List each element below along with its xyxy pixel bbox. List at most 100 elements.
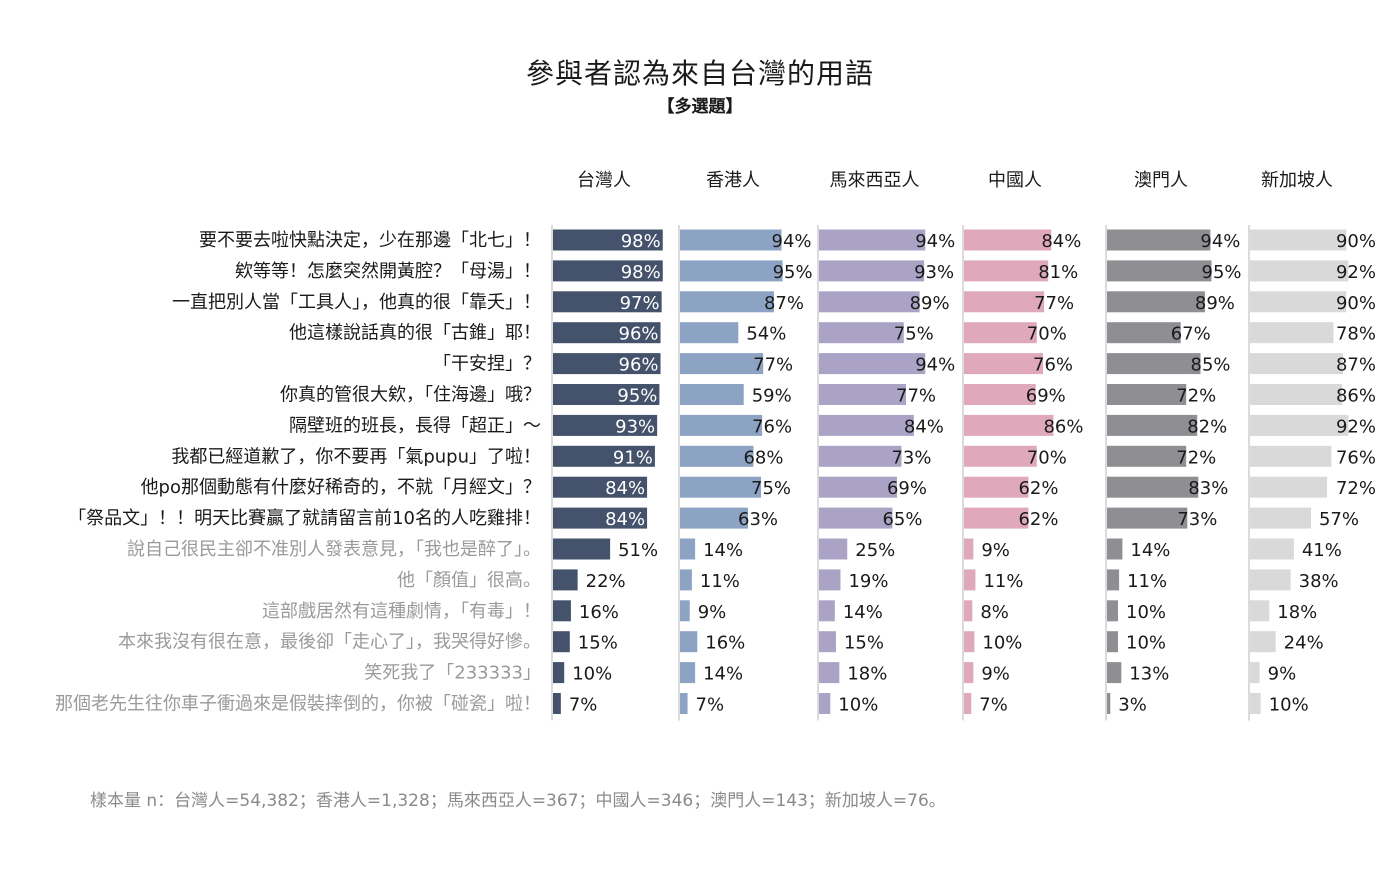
bar bbox=[1250, 384, 1343, 405]
bar bbox=[1250, 569, 1291, 591]
data-label: 8% bbox=[980, 602, 1009, 623]
bar bbox=[964, 353, 1044, 375]
bar bbox=[964, 538, 974, 560]
series-header: 馬來西亞人 bbox=[830, 170, 920, 191]
bar bbox=[1107, 476, 1199, 498]
data-label: 69% bbox=[1026, 386, 1066, 407]
bar bbox=[964, 693, 972, 714]
bar bbox=[553, 229, 663, 251]
data-label: 72% bbox=[1336, 478, 1376, 499]
bar bbox=[1107, 322, 1181, 344]
bar bbox=[819, 662, 840, 684]
data-label: 95% bbox=[617, 386, 657, 407]
category-label: 他「顏值」很高。 bbox=[397, 570, 541, 591]
bar bbox=[819, 507, 893, 529]
bar bbox=[553, 507, 648, 529]
category-label: 說自己很民主卻不准別人發表意見，「我也是醉了」。 bbox=[127, 539, 541, 560]
data-label: 51% bbox=[618, 540, 658, 561]
bar bbox=[680, 260, 783, 282]
data-label: 63% bbox=[738, 509, 778, 530]
bar bbox=[964, 569, 976, 591]
bar bbox=[680, 291, 774, 313]
data-label: 3% bbox=[1118, 695, 1147, 716]
bar bbox=[680, 569, 692, 591]
bar bbox=[1250, 414, 1349, 436]
data-label: 86% bbox=[1336, 386, 1376, 407]
data-label: 54% bbox=[746, 324, 786, 345]
data-label: 73% bbox=[1177, 509, 1217, 530]
category-label: 笑死我了「233333」 bbox=[364, 663, 541, 684]
data-label: 76% bbox=[1336, 447, 1376, 468]
data-label: 84% bbox=[605, 478, 645, 499]
bar bbox=[819, 322, 904, 344]
bar bbox=[1107, 414, 1198, 436]
category-label: 隔壁班的班長，長得「超正」～ bbox=[289, 415, 541, 436]
bar bbox=[680, 476, 761, 498]
bar bbox=[964, 662, 974, 684]
bar bbox=[553, 693, 561, 714]
data-label: 83% bbox=[1188, 478, 1228, 499]
bar bbox=[1107, 384, 1187, 405]
bar bbox=[680, 353, 764, 375]
data-label: 86% bbox=[1043, 416, 1083, 437]
data-label: 87% bbox=[764, 293, 804, 314]
data-label: 77% bbox=[1034, 293, 1074, 314]
bar bbox=[1107, 569, 1120, 591]
data-label: 90% bbox=[1336, 293, 1376, 314]
bar bbox=[1250, 507, 1311, 529]
data-label: 76% bbox=[752, 416, 792, 437]
data-label: 91% bbox=[613, 447, 653, 468]
bar bbox=[1250, 600, 1270, 622]
bar bbox=[819, 384, 907, 405]
bar bbox=[1107, 538, 1123, 560]
data-label: 67% bbox=[1171, 324, 1211, 345]
data-label: 70% bbox=[1027, 324, 1067, 345]
data-label: 65% bbox=[882, 509, 922, 530]
bar bbox=[1250, 260, 1349, 282]
bar bbox=[819, 693, 831, 714]
bar bbox=[1250, 693, 1261, 714]
bar bbox=[964, 631, 975, 653]
bar bbox=[553, 631, 570, 653]
data-label: 10% bbox=[1126, 633, 1166, 654]
data-label: 14% bbox=[843, 602, 883, 623]
category-label: 我都已經道歉了，你不要再「氣pupu」了啦！ bbox=[171, 446, 541, 467]
bar bbox=[964, 600, 973, 622]
data-label: 87% bbox=[1336, 355, 1376, 376]
bar bbox=[1250, 291, 1347, 313]
data-label: 10% bbox=[1269, 695, 1309, 716]
data-label: 38% bbox=[1299, 571, 1339, 592]
data-label: 18% bbox=[1277, 602, 1317, 623]
bar bbox=[964, 476, 1029, 498]
data-label: 9% bbox=[981, 664, 1010, 685]
data-label: 84% bbox=[605, 509, 645, 530]
bar bbox=[964, 507, 1029, 529]
series-header: 新加坡人 bbox=[1261, 170, 1333, 191]
bar bbox=[680, 693, 688, 714]
data-label: 93% bbox=[615, 416, 655, 437]
bar bbox=[680, 229, 782, 251]
bar bbox=[1107, 353, 1201, 375]
data-label: 7% bbox=[696, 695, 725, 716]
data-label: 73% bbox=[891, 447, 931, 468]
bar bbox=[1250, 322, 1334, 344]
category-label: 你真的管很大欸，「住海邊」哦？ bbox=[280, 385, 541, 406]
bar bbox=[819, 414, 914, 436]
bar bbox=[1250, 538, 1294, 560]
bar bbox=[1107, 260, 1212, 282]
bar bbox=[1107, 229, 1211, 251]
bar bbox=[964, 445, 1037, 467]
data-label: 9% bbox=[698, 602, 727, 623]
category-label: 他這樣說話真的很「古錐」耶！ bbox=[289, 323, 541, 344]
data-label: 18% bbox=[847, 664, 887, 685]
bar bbox=[680, 322, 739, 344]
bar bbox=[819, 229, 926, 251]
data-label: 11% bbox=[983, 571, 1023, 592]
data-label: 25% bbox=[855, 540, 895, 561]
data-label: 89% bbox=[1195, 293, 1235, 314]
data-label: 96% bbox=[619, 324, 659, 345]
data-label: 84% bbox=[904, 416, 944, 437]
category-label: 「干安捏」？ bbox=[433, 354, 541, 375]
data-label: 97% bbox=[620, 293, 660, 314]
bar bbox=[819, 569, 841, 591]
